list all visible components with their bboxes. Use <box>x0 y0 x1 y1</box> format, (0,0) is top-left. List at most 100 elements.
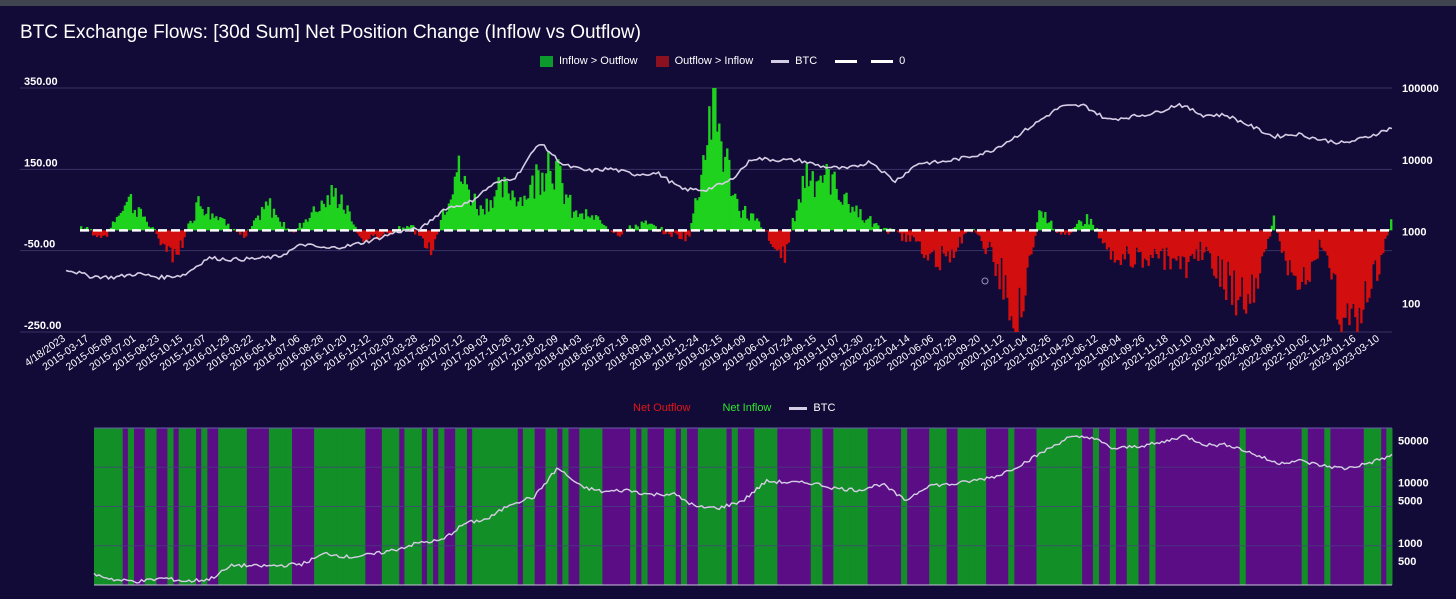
bar-outflow <box>1064 230 1067 235</box>
bar-outflow <box>1030 230 1033 255</box>
bar-inflow <box>1044 212 1047 231</box>
bar-outflow <box>1334 230 1337 275</box>
bar-outflow <box>157 230 160 239</box>
bar-inflow <box>515 206 518 231</box>
stripe-inflow <box>410 428 417 585</box>
legend-item-zero[interactable]: 0 <box>835 55 905 67</box>
bar-outflow <box>1356 230 1359 332</box>
bar-outflow <box>676 230 679 235</box>
stripe-inflow <box>460 428 467 585</box>
bar-outflow <box>421 230 425 239</box>
bar-outflow <box>183 230 186 238</box>
bar-inflow <box>219 217 222 231</box>
bar-inflow <box>187 223 190 231</box>
bar-outflow <box>1314 230 1317 260</box>
bar-inflow <box>503 176 506 231</box>
bar-inflow <box>636 226 639 231</box>
bar-inflow <box>692 213 695 231</box>
stripe-inflow <box>759 428 767 585</box>
bar-inflow <box>849 212 852 231</box>
stripe-inflow <box>511 428 518 585</box>
bar-outflow <box>1199 230 1202 242</box>
bar-outflow <box>958 230 962 238</box>
stripe-inflow <box>483 428 490 585</box>
y-tick-left: 150.00 <box>24 157 58 169</box>
stripe-inflow <box>940 428 947 585</box>
legend-item-net-inflow[interactable]: Net Inflow <box>722 402 771 414</box>
stripe-inflow <box>94 428 101 585</box>
bar-outflow <box>376 230 379 240</box>
stripe-inflow <box>861 428 868 585</box>
stripe-inflow <box>99 428 106 585</box>
stripe-inflow <box>562 428 569 585</box>
legend-item-btc-bottom[interactable]: BTC <box>789 402 835 414</box>
bar-outflow <box>1326 230 1329 256</box>
stripe-inflow <box>505 428 513 585</box>
bar-inflow <box>481 208 484 231</box>
bar-outflow <box>662 230 665 235</box>
bar-outflow <box>167 230 170 247</box>
bar-outflow <box>386 230 389 233</box>
bar-inflow <box>720 141 723 231</box>
bar-inflow <box>710 139 713 231</box>
stripe-inflow <box>522 428 530 585</box>
bar-inflow <box>147 226 150 231</box>
legend-item-inflow[interactable]: Inflow > Outflow <box>540 55 638 67</box>
bar-outflow <box>954 230 958 252</box>
bar-outflow <box>922 230 926 259</box>
bar-inflow <box>972 228 975 231</box>
bar-inflow <box>139 208 143 231</box>
bar-inflow <box>298 222 302 231</box>
stripe-inflow <box>314 428 321 585</box>
bar-inflow <box>759 227 763 231</box>
bar-inflow <box>652 224 655 231</box>
bar-inflow <box>477 215 480 231</box>
bar-outflow <box>964 230 967 234</box>
bar-outflow <box>1016 230 1019 332</box>
bar-inflow <box>741 210 745 231</box>
bar-outflow <box>1324 230 1327 252</box>
bar-inflow <box>439 220 443 231</box>
bar-outflow <box>1292 230 1295 276</box>
bar-outflow <box>948 230 952 263</box>
bar-outflow <box>362 230 365 242</box>
bar-inflow <box>127 196 131 231</box>
bar-outflow <box>415 230 419 231</box>
bar-inflow <box>334 187 337 231</box>
bar-inflow <box>473 193 476 231</box>
bar-inflow <box>702 155 705 231</box>
bar-inflow <box>119 212 123 231</box>
bar-inflow <box>594 215 598 231</box>
bar-outflow <box>1022 230 1025 312</box>
bar-outflow <box>101 230 105 236</box>
bar-inflow <box>447 203 451 231</box>
legend-line-zero-b <box>871 59 894 63</box>
bar-outflow <box>95 230 99 238</box>
bar-inflow <box>201 208 204 231</box>
legend-item-outflow[interactable]: Outflow > Inflow <box>655 55 753 67</box>
legend-item-net-outflow[interactable]: Net Outflow <box>633 402 690 414</box>
bar-outflow <box>944 230 948 257</box>
bar-inflow <box>1038 210 1041 231</box>
bar-inflow <box>276 217 280 231</box>
bar-inflow <box>231 229 234 231</box>
bar-inflow <box>501 197 504 231</box>
bar-inflow <box>751 213 755 231</box>
legend-line-btc <box>771 59 790 63</box>
stripe-inflow <box>342 428 349 585</box>
stripe-inflow <box>1042 428 1049 585</box>
legend-item-btc[interactable]: BTC <box>771 55 817 67</box>
bar-inflow <box>225 225 228 231</box>
bar-inflow <box>604 226 608 231</box>
bar-inflow <box>853 211 856 231</box>
bar-inflow <box>328 204 331 231</box>
bar-outflow <box>1350 230 1353 309</box>
bar-outflow <box>1008 230 1011 321</box>
bar-outflow <box>1382 230 1385 254</box>
bar-outflow <box>773 230 777 249</box>
stripe-inflow <box>545 428 552 585</box>
bar-outflow <box>688 230 691 237</box>
bar-inflow <box>831 174 834 231</box>
bar-outflow <box>93 230 97 236</box>
bar-inflow <box>286 228 290 231</box>
